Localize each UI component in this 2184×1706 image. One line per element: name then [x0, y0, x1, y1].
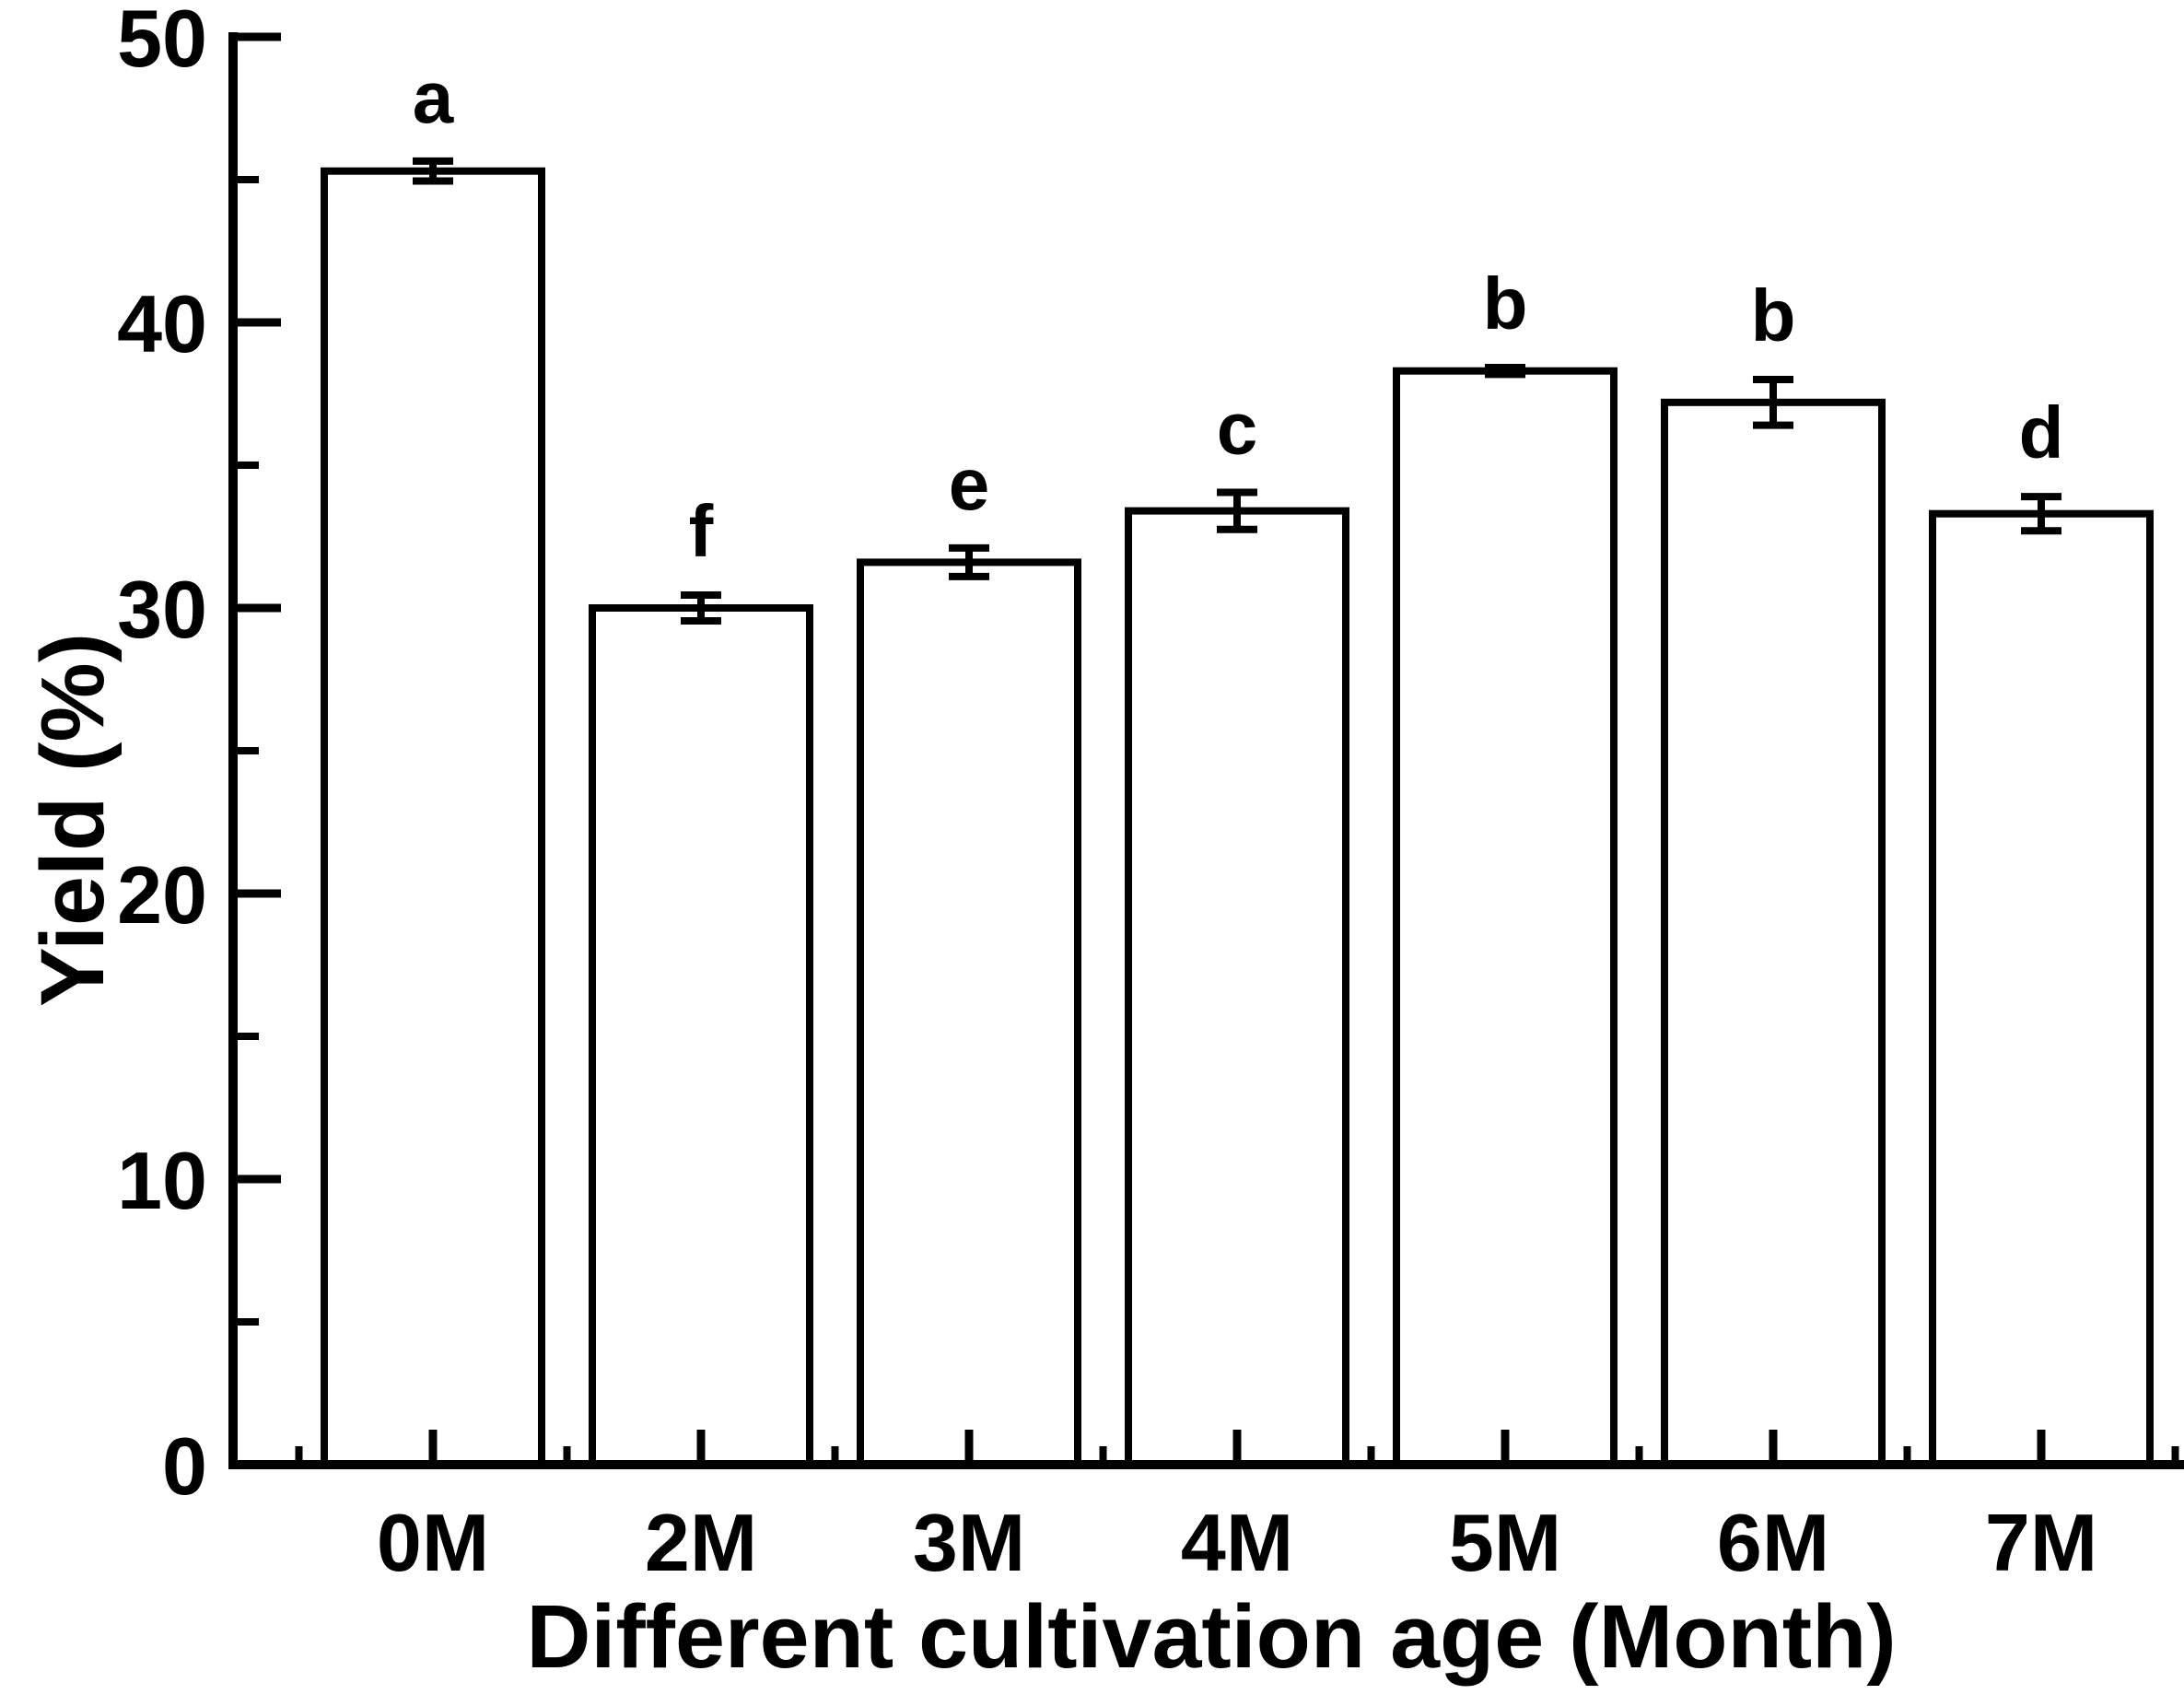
y-axis-title: Yield (%)	[22, 633, 123, 1007]
x-axis-title: Different cultivation age (Month)	[526, 1586, 1896, 1687]
x-tick-label-3M: 3M	[913, 1497, 1025, 1588]
bar-7M	[1929, 509, 2154, 1469]
sig-letters-group: a f e c b b d	[413, 56, 2064, 572]
error-bar-3M	[949, 543, 989, 580]
error-bar-0M	[413, 157, 453, 185]
sig-letter-5M: b	[1483, 263, 1528, 345]
error-bars-group	[413, 157, 2061, 625]
y-tick-labels-group: 0 10 20 30 40 50	[117, 0, 207, 1512]
x-tick-labels-group: 0M 2M 3M 4M 5M 6M 7M	[377, 1497, 2097, 1588]
bars-group	[321, 167, 2154, 1469]
y-ticks-group	[233, 32, 281, 1326]
error-bar-4M	[1217, 488, 1257, 533]
bar-4M	[1125, 507, 1349, 1468]
y-tick-label: 10	[117, 1135, 207, 1226]
axes-lines	[228, 32, 2184, 1469]
bar-0M	[321, 167, 545, 1469]
x-tick-label-2M: 2M	[645, 1497, 757, 1588]
x-tick-label-0M: 0M	[377, 1497, 489, 1588]
x-tick-label-7M: 7M	[1985, 1497, 2097, 1588]
sig-letter-3M: e	[949, 443, 990, 525]
y-tick-label: 40	[117, 278, 207, 369]
sig-letter-6M: b	[1751, 275, 1796, 356]
y-tick-label: 50	[117, 0, 207, 84]
error-bar-7M	[2021, 493, 2061, 535]
x-tick-label-5M: 5M	[1449, 1497, 1561, 1588]
bar-2M	[589, 604, 813, 1468]
sig-letter-4M: c	[1217, 387, 1258, 469]
bar-6M	[1661, 398, 1886, 1468]
error-bar-2M	[681, 591, 721, 625]
bar-5M	[1393, 367, 1618, 1469]
sig-letter-2M: f	[689, 490, 714, 572]
error-bar-6M	[1753, 376, 1793, 429]
x-tick-label-6M: 6M	[1717, 1497, 1829, 1588]
x-tick-label-4M: 4M	[1181, 1497, 1293, 1588]
x-ticks-group	[295, 1430, 2179, 1465]
y-tick-label: 0	[162, 1420, 207, 1512]
sig-letter-7M: d	[2019, 391, 2064, 473]
y-tick-label: 30	[117, 564, 207, 655]
sig-letter-0M: a	[413, 56, 454, 138]
error-bar-5M	[1485, 363, 1525, 379]
bar-3M	[857, 558, 1081, 1468]
y-tick-label: 20	[117, 849, 207, 941]
